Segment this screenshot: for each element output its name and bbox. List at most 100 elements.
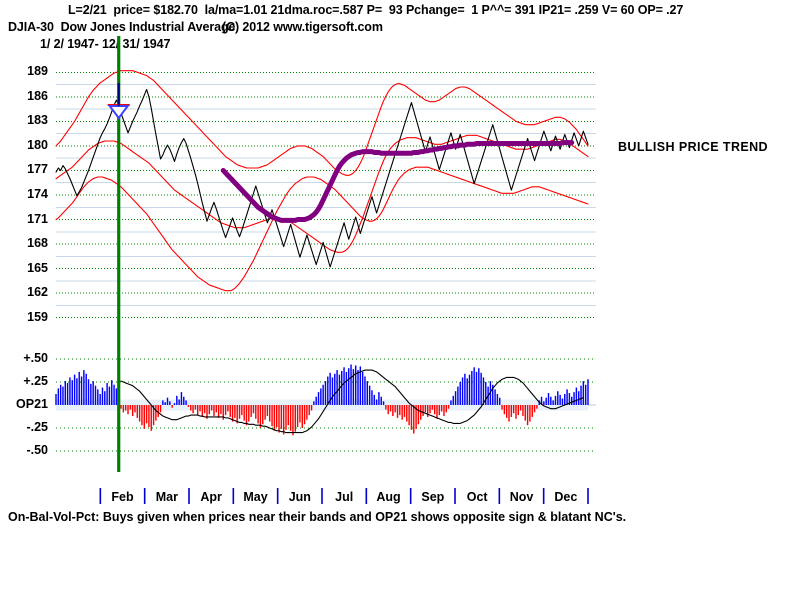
op21-bar [315,396,317,405]
month-label-may: May [243,490,268,504]
op21-bar [489,381,492,405]
op21-bar [259,405,262,428]
op21-bar [306,405,308,420]
op21-bar [317,392,320,405]
op21-bar [241,405,243,416]
op21-series-op21-signal-line [120,369,584,434]
op21-bar [220,405,222,415]
op21-bar [78,371,80,405]
op21-bar [145,405,148,424]
op21-bar [343,367,345,405]
op21-bar [243,405,245,421]
op21-bar [522,405,524,417]
op21-bar [111,380,113,405]
op21-bar [62,386,64,405]
op21-bar [375,399,378,405]
op21-bar [366,381,369,405]
op21-bar [350,364,352,405]
op21-bar [496,393,499,405]
op21-bar [454,391,457,405]
op21-bar [85,373,87,405]
price-y-tick-159: 159 [27,309,48,324]
op21-bar [394,405,396,413]
op21-bar [566,389,568,405]
op21-bar [359,366,362,405]
op21-bar [338,374,341,405]
op21-bar [415,405,417,429]
op21-bar [487,386,489,405]
op21-bar [524,405,526,421]
op21-bar [224,405,227,416]
op21-bar [587,379,589,405]
month-label-nov: Nov [509,490,534,504]
op21-bar [577,391,580,405]
price-y-tick-168: 168 [27,236,48,251]
op21-bar [461,377,464,405]
op21-bar [210,405,213,411]
price-series-21-day-moving-average [220,140,575,223]
op21-bar [438,405,441,416]
op21-bar [373,394,375,405]
op21-bar [287,405,290,426]
op21-bar [450,400,452,405]
op21-bar [417,405,420,425]
op21-bar [468,374,471,405]
op21-bar [164,402,166,405]
op21-bar [99,393,101,405]
op21-bar [575,387,578,405]
op21-bar [422,405,424,417]
op21-bar [215,405,218,413]
op21-bar [148,405,150,428]
op21-bar [271,405,273,427]
op21-bar [143,405,145,429]
op21-bar [322,384,324,405]
op21-bar [80,376,83,405]
op21-bar [573,392,575,405]
op21-bar [250,405,252,417]
op21-bar [401,405,403,420]
op21-bar [494,389,496,405]
op21-bar [459,382,461,405]
price-y-tick-165: 165 [27,260,48,275]
op21-bar [557,391,559,405]
price-y-tick-186: 186 [27,88,48,103]
op21-bar [183,396,185,405]
month-label-feb: Feb [111,490,134,504]
op21-bar [554,395,557,405]
op21-bar [584,384,587,405]
op21-bar [127,405,129,415]
op21-bar [150,405,152,431]
op21-bar [176,395,178,405]
op21-bar [180,392,183,405]
op21-bar [122,405,125,413]
op21-bar [187,405,190,407]
op21-bar [341,370,343,405]
price-series-djia-30-close [55,88,589,268]
op21-bar [192,405,194,414]
op21-bar [275,405,278,428]
op21-bar [564,393,566,405]
op21-bar [171,405,173,408]
op21-bar [64,381,67,405]
op21-bar [159,405,162,413]
op21-bar [269,405,271,422]
op21-bar [90,383,92,405]
op21-bar [238,405,241,419]
op21-bar [331,377,334,405]
op21-bar [571,396,573,405]
op21-bar [273,405,276,431]
op21-bar [106,382,108,405]
op21-bar [108,386,111,405]
op21-bar [464,373,466,405]
op21-bar [582,381,585,405]
op21-y-tick-50: -.50 [26,442,48,457]
op21-bar [301,405,303,428]
header-stats-line: L=2/21 price= $182.70 la/ma=1.01 21dma.r… [68,3,684,17]
op21-bar [433,405,436,415]
op21-bar [424,405,427,413]
op21-zero-band [56,399,588,411]
header-symbol-title: DJIA-30 Dow Jones Industrial Average [8,20,236,34]
sell-marker-triangle[interactable] [107,105,130,120]
op21-bar [354,365,357,405]
op21-bar [173,403,176,405]
